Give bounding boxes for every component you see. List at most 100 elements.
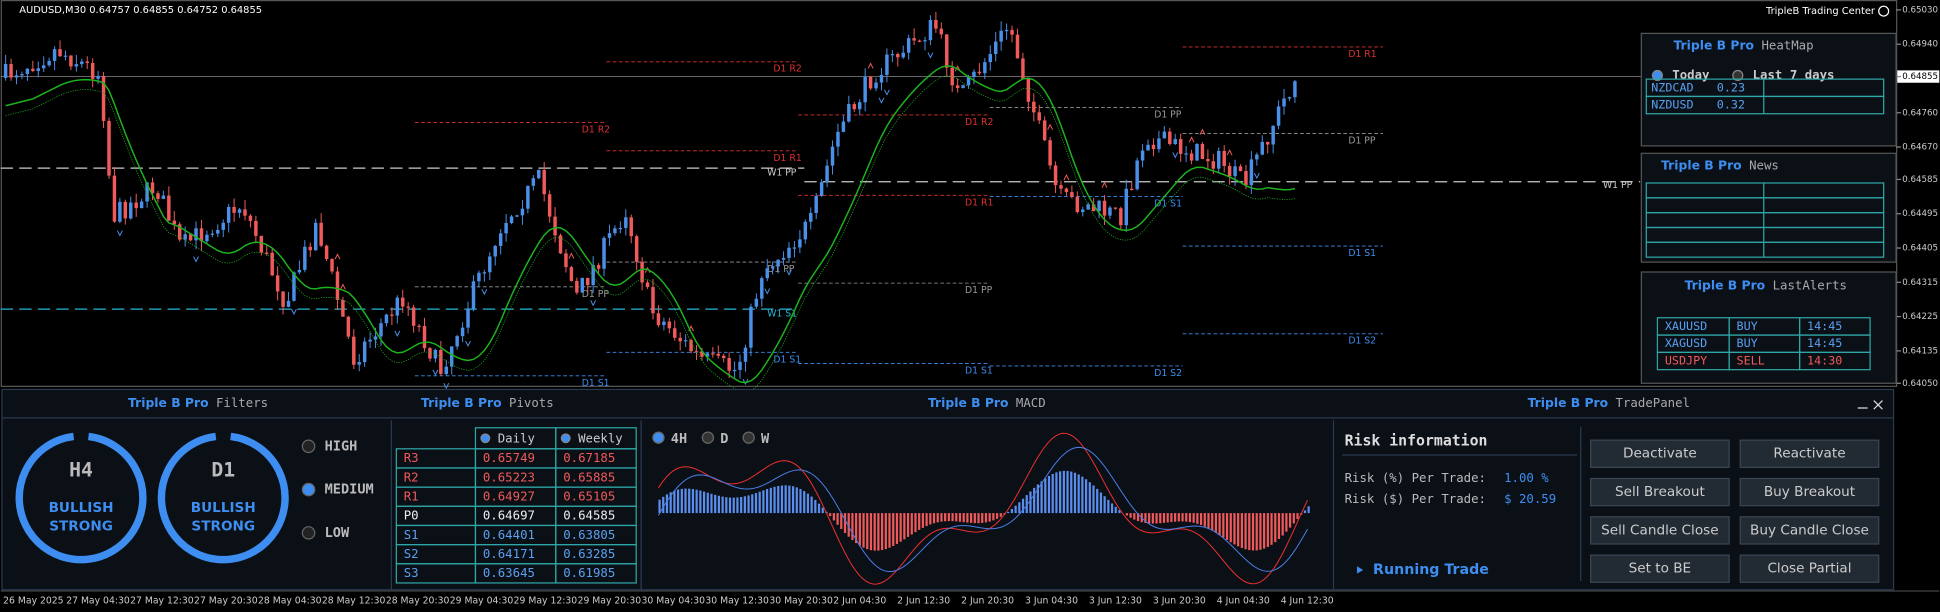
macd-bar (1088, 482, 1091, 514)
candle-body (134, 202, 138, 209)
candle-body (874, 82, 878, 89)
candle-body (857, 102, 862, 110)
candle-body (700, 351, 704, 357)
candle-body (825, 165, 829, 183)
macd-radio[interactable] (652, 431, 665, 444)
candle-body (167, 195, 171, 221)
macd-radio[interactable] (742, 431, 755, 444)
pivot-label: D1 S1 (1348, 248, 1376, 259)
candle-body (624, 217, 628, 228)
candle-body (477, 272, 481, 282)
candle-body (205, 234, 209, 242)
macd-bar (914, 513, 917, 533)
trade-button[interactable] (1590, 439, 1730, 468)
candle-body (901, 52, 905, 58)
alerts-panel (1640, 271, 1897, 384)
pivot-value: R2 (404, 470, 419, 484)
macd-bar (688, 488, 691, 514)
candle-body (596, 265, 601, 269)
time-label: 29 May 04:30 (450, 595, 514, 606)
macd-bar (1181, 513, 1184, 522)
gauge-timeframe: D1 (211, 459, 235, 482)
macd-bar (1114, 506, 1117, 514)
candle-body (803, 221, 808, 240)
macd-bar (1081, 476, 1084, 514)
trade-button[interactable] (1739, 477, 1880, 507)
macd-line (658, 432, 1308, 585)
time-label: 30 May 20:30 (769, 595, 833, 606)
trade-button[interactable] (1590, 516, 1730, 545)
candle-body (531, 178, 536, 186)
tab-label: Last 7 days (1753, 68, 1835, 82)
price-label: 0.64135 (1902, 346, 1938, 356)
candle-body (1217, 150, 1221, 169)
level-radio[interactable] (301, 482, 316, 497)
signal-arrow (1199, 128, 1206, 135)
time-label: 29 May 12:30 (514, 595, 578, 606)
pivot-cell (555, 563, 637, 584)
candle-body (281, 291, 285, 307)
level-radio[interactable] (301, 526, 316, 540)
signal-arrow (481, 288, 488, 296)
trade-button[interactable] (1590, 554, 1730, 583)
macd-bar (1174, 513, 1177, 522)
pivot-column: Weekly (578, 431, 623, 445)
candle-body (1222, 150, 1226, 166)
candle-body (683, 340, 688, 342)
macd-bar (799, 489, 802, 514)
candle-body (292, 272, 296, 301)
panel-header: Triple B Pro Filters (128, 396, 268, 410)
macd-bar (665, 494, 669, 514)
time-label: 2 Jun 04:30 (833, 595, 886, 606)
candle-body (1178, 139, 1183, 154)
candle-body (1282, 98, 1286, 107)
macd-bar (888, 513, 891, 548)
candle-body (1021, 58, 1025, 79)
macd-bar (1266, 513, 1269, 547)
pivot-label: D1 R2 (773, 64, 801, 75)
candle-body (553, 216, 557, 236)
tab-radio[interactable] (1651, 69, 1663, 81)
panel-brand: Triple B Pro (928, 396, 1009, 410)
candles (3, 11, 1297, 390)
close-button[interactable] (1873, 400, 1883, 410)
candle-body (177, 224, 182, 240)
macd-bar (777, 485, 780, 514)
macd-bar (1288, 513, 1292, 528)
candle-body (542, 169, 546, 195)
candle-body (20, 74, 24, 76)
tab-radio[interactable] (1732, 69, 1744, 81)
time-label: 3 Jun 12:30 (1089, 595, 1142, 606)
panel-title: Pivots (509, 396, 554, 410)
alert-text: SELL (1737, 354, 1765, 368)
pivot-value: 0.65885 (563, 470, 615, 484)
level-radio[interactable] (301, 439, 316, 454)
candle-body (319, 222, 323, 246)
candle-body (602, 237, 606, 269)
expand-arrow (1356, 566, 1364, 574)
signal-arrow (927, 52, 934, 59)
trade-button[interactable] (1739, 516, 1880, 545)
macd-bar (1185, 513, 1188, 522)
trade-button[interactable] (1739, 439, 1880, 468)
candle-body (455, 336, 459, 347)
macd-bar (958, 513, 962, 522)
macd-bar (784, 485, 787, 514)
panel-brand: Triple B Pro (128, 396, 209, 410)
macd-bar (751, 494, 754, 514)
pivot-label: D1 S1 (773, 354, 801, 365)
macd-radio[interactable] (701, 431, 715, 444)
candle-body (335, 271, 340, 300)
candle-body (520, 208, 525, 216)
signal-arrow (116, 230, 123, 237)
pivot-label: D1 S1 (582, 378, 610, 389)
trade-button[interactable] (1590, 477, 1730, 507)
macd-bar (992, 513, 995, 521)
candle-body (1151, 144, 1156, 150)
pivot-label: W1 PP (767, 168, 797, 179)
trade-button[interactable] (1739, 554, 1880, 583)
macd-bar (995, 513, 999, 519)
signal-arrow (432, 369, 439, 376)
candle-body (993, 41, 998, 55)
